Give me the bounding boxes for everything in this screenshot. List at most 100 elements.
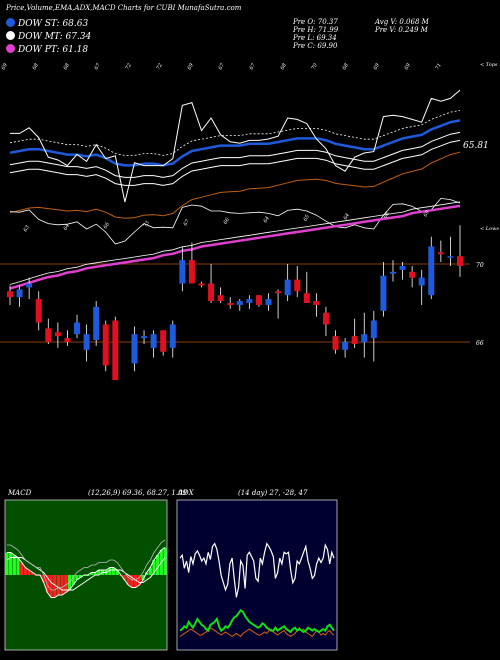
macd-histogram-bar bbox=[60, 575, 64, 595]
macd-histogram-bar bbox=[45, 575, 50, 593]
top-tick-label: 67 bbox=[249, 62, 258, 71]
candle-body bbox=[160, 330, 167, 352]
candle-body bbox=[275, 291, 282, 294]
macd-histogram-bar bbox=[16, 557, 20, 575]
macd-histogram-bar bbox=[134, 575, 138, 588]
macd-histogram-bar bbox=[9, 552, 13, 575]
macd-histogram-bar bbox=[38, 575, 42, 576]
candle-body bbox=[437, 252, 444, 255]
macd-histogram-bar bbox=[86, 575, 90, 576]
candle-body bbox=[236, 301, 243, 305]
candle-body bbox=[179, 260, 186, 284]
legend-dow-pt-label: DOW PT: 61.18 bbox=[18, 45, 89, 55]
top-tick-label: 69 bbox=[1, 62, 10, 71]
ema-mid-line-2 bbox=[9, 139, 461, 186]
candle-body bbox=[255, 295, 262, 305]
candle-body bbox=[342, 342, 349, 350]
macd-histogram-bar bbox=[82, 575, 86, 576]
ema-long-white-line bbox=[9, 201, 461, 285]
candle-body bbox=[102, 324, 109, 366]
macd-histogram-bar bbox=[67, 575, 72, 590]
candle-body bbox=[74, 322, 81, 335]
candle-body bbox=[294, 279, 301, 292]
macd-histogram-bar bbox=[108, 567, 112, 575]
macd-histogram-bar bbox=[49, 575, 53, 598]
candle-body bbox=[150, 334, 157, 348]
candle-body bbox=[246, 299, 253, 303]
mid-tick-label: 65 bbox=[303, 214, 311, 223]
top-tick-label: 69 bbox=[404, 62, 413, 71]
macd-histogram-bar bbox=[126, 575, 130, 585]
stat-close: Pre C: 69.90 bbox=[293, 42, 338, 50]
macd-histogram-bar bbox=[119, 575, 123, 576]
top-tick-label: 68 bbox=[280, 62, 288, 71]
stat-high: Pre H: 71.99 bbox=[293, 26, 339, 34]
macd-histogram-bar bbox=[100, 570, 105, 575]
candle-body bbox=[389, 271, 396, 274]
candle-body bbox=[418, 277, 425, 286]
macd-histogram-bar bbox=[27, 570, 31, 575]
macd-histogram-bar bbox=[56, 575, 61, 595]
candle-body bbox=[227, 303, 234, 305]
macd-histogram-bar bbox=[156, 555, 160, 575]
candle-body bbox=[303, 293, 310, 303]
ema-last-label: 65.81 bbox=[463, 141, 489, 151]
legend-dow-pt: DOW PT: 61.18 bbox=[6, 44, 88, 55]
mid-tick-label: 68 bbox=[383, 211, 391, 220]
stat-low: Pre L: 69.34 bbox=[293, 34, 337, 42]
macd-params: (12,26,9) 69.36, 68.27, 1.09 bbox=[88, 489, 187, 497]
macd-histogram-bar bbox=[89, 572, 94, 575]
legend-swatch-blue-icon bbox=[6, 18, 15, 27]
ema-mid-line bbox=[9, 131, 461, 178]
top-tick-label: 68 bbox=[32, 62, 40, 71]
candle-body bbox=[16, 289, 23, 298]
top-tick-label: 70 bbox=[311, 62, 320, 71]
top-tick-label: 72 bbox=[125, 62, 133, 71]
candle-body bbox=[7, 291, 13, 298]
macd-histogram-bar bbox=[53, 575, 57, 598]
top-tick-label: 72 bbox=[156, 62, 164, 71]
ema-dotted-line bbox=[9, 110, 461, 156]
candle-body bbox=[131, 334, 138, 364]
candle-body bbox=[265, 299, 272, 305]
candle-body bbox=[313, 301, 320, 305]
macd-histogram-bar bbox=[137, 575, 141, 585]
legend-dow-st-label: DOW ST: 68.63 bbox=[18, 19, 89, 29]
macd-panel-bg bbox=[4, 499, 168, 651]
candle-body bbox=[208, 283, 215, 302]
candle-body bbox=[93, 306, 100, 341]
candle-body bbox=[169, 324, 176, 348]
macd-histogram-bar bbox=[159, 550, 163, 575]
macd-histogram-bar bbox=[23, 567, 27, 575]
mid-tick-label: 73 bbox=[143, 220, 151, 229]
y-tick-label: 70 bbox=[476, 262, 484, 269]
macd-histogram-bar bbox=[31, 572, 35, 575]
top-tick-label: 67 bbox=[94, 62, 103, 71]
candle-body bbox=[361, 334, 368, 342]
candle-body bbox=[45, 328, 52, 342]
price-chart: 706662< Tops< Lows65.8169686867727269676… bbox=[0, 62, 499, 380]
candle-body bbox=[428, 246, 435, 296]
y-tick-label: 66 bbox=[476, 340, 484, 347]
top-tick-label: 69 bbox=[187, 62, 196, 71]
lows-label: < Lows bbox=[480, 226, 499, 232]
stat-pre-vol: Pre V: 0.249 M bbox=[375, 26, 428, 34]
macd-histogram-bar bbox=[97, 570, 101, 575]
macd-histogram-bar bbox=[152, 560, 156, 575]
macd-histogram-bar bbox=[71, 575, 75, 585]
candle-body bbox=[26, 283, 33, 288]
legend-dow-mt-label: DOW MT: 67.34 bbox=[18, 32, 92, 42]
macd-title: MACD bbox=[8, 489, 32, 497]
candle-body bbox=[380, 275, 387, 311]
adx-title: ADX bbox=[178, 489, 194, 497]
candle-body bbox=[447, 256, 454, 258]
mid-tick-label: 64 bbox=[343, 212, 351, 221]
candle-body bbox=[351, 336, 358, 344]
candle-body bbox=[322, 312, 329, 325]
mid-tick-label: 63 bbox=[23, 224, 31, 233]
tops-label: < Tops bbox=[480, 62, 498, 68]
macd-histogram-bar bbox=[115, 570, 119, 575]
macd-histogram-bar bbox=[12, 555, 16, 575]
di-plus-line bbox=[179, 608, 335, 634]
macd-signal-line bbox=[6, 557, 166, 591]
